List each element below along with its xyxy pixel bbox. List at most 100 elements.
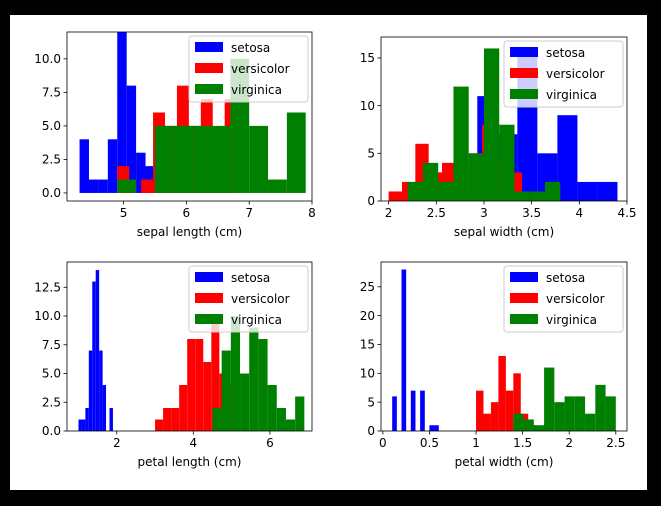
y-tick-label: 2.5 [42, 153, 61, 167]
x-tick-label: 3.5 [522, 206, 541, 220]
histogram-panel-1: 5 6 7 8 0.0 2.5 5.0 7.5 10.0 sepal length (cm) set… [34, 31, 316, 239]
histogram-bar [392, 396, 397, 431]
histogram-panel-3: 2 4 6 0.0 2.5 5.0 7.5 10.0 12.5 petal length (cm)… [34, 261, 313, 469]
legend-label: versicolor [546, 292, 605, 306]
histogram-bar [192, 125, 212, 193]
histogram-bar [499, 124, 515, 201]
histogram-bar [258, 339, 268, 431]
x-tick-label: 6 [183, 206, 191, 220]
histogram-bar [179, 385, 188, 431]
legend-label: versicolor [546, 67, 605, 81]
y-tick-label: 5 [367, 147, 375, 161]
histogram-bar [545, 181, 561, 201]
histogram-bar [554, 402, 565, 431]
x-tick-label: 1.5 [513, 436, 532, 450]
legend-swatch [510, 272, 538, 282]
histogram-bar [249, 327, 259, 431]
histogram-bar [429, 425, 435, 431]
y-tick-label: 5.0 [42, 119, 61, 133]
histogram-bar [102, 385, 107, 431]
bars-group [79, 32, 306, 193]
legend: setosa versicolor virginica [188, 35, 309, 103]
histogram-bar [529, 191, 545, 201]
axes-frame [380, 36, 628, 202]
histogram-bar [476, 390, 484, 431]
axes-frame [66, 31, 313, 202]
histogram-bar [211, 125, 231, 193]
legend-swatch [510, 314, 538, 324]
x-tick-label: 2 [385, 206, 393, 220]
y-tick-label: 7.5 [42, 86, 61, 100]
legend-swatch [195, 314, 223, 324]
legend-label: virginica [546, 313, 597, 327]
y-tick-label: 25 [360, 280, 375, 294]
histogram-bar [95, 270, 100, 431]
x-tick-label: 6 [266, 436, 274, 450]
histogram-bar [173, 125, 193, 193]
histogram-bar [513, 373, 521, 431]
legend-swatch [195, 272, 223, 282]
y-tick-label: 10.0 [34, 52, 61, 66]
legend-swatch [510, 47, 538, 57]
x-tick-label: 2 [565, 436, 573, 450]
legend-swatch [510, 293, 538, 303]
histogram-bar [155, 419, 164, 431]
histogram-bar [98, 179, 108, 193]
histogram-bar [107, 139, 118, 193]
histogram-bar [99, 350, 103, 431]
y-tick-label: 15 [360, 338, 375, 352]
histogram-bar [81, 419, 86, 431]
legend: setosa versicolor virginica [188, 265, 309, 333]
y-tick-label: 0 [367, 194, 375, 208]
histogram-bar [109, 408, 113, 431]
histogram-bar [574, 396, 586, 431]
histogram-bar [557, 115, 578, 201]
histogram-bar [88, 179, 99, 193]
histogram-bar [276, 408, 286, 431]
histogram-bar [295, 396, 305, 431]
histogram-bar [145, 166, 155, 193]
legend-label: setosa [546, 271, 585, 285]
histogram-panel-2: 2 2.5 3 3.5 4 4.5 0 5 10 15 sepal width (cm) setosa… [360, 36, 637, 239]
histogram-panel-4: 0 0.5 1 1.5 2 2.5 0 5 10 15 20 25 petal width (cm) se… [360, 261, 628, 469]
histogram-bar [268, 179, 287, 193]
histogram-bar [78, 419, 82, 431]
histogram-bar [230, 316, 241, 431]
bars-group [78, 270, 305, 431]
y-tick-label: 0.0 [42, 186, 61, 200]
histogram-bar [267, 385, 277, 431]
x-tick-label: 2 [113, 436, 121, 450]
legend-swatch [195, 42, 223, 52]
histogram-bar [203, 362, 212, 431]
y-tick-label: 2.5 [42, 395, 61, 409]
histogram-bar [88, 350, 93, 431]
histogram-bar [434, 425, 439, 431]
legend-label: setosa [231, 271, 270, 285]
histogram-bar [597, 181, 618, 201]
x-tick-label: 1 [472, 436, 480, 450]
histogram-bar [453, 86, 469, 201]
histogram-bar [513, 413, 524, 431]
y-tick-label: 7.5 [42, 338, 61, 352]
y-tick-label: 12.5 [34, 280, 61, 294]
axes-frame [66, 261, 313, 432]
legend: setosa versicolor virginica [503, 40, 624, 108]
histogram-bar [249, 125, 269, 193]
y-tick-label: 15 [360, 51, 375, 65]
legend-label: versicolor [231, 62, 290, 76]
x-tick-label: 4.5 [617, 206, 636, 220]
x-tick-label: 3 [480, 206, 488, 220]
x-tick-label: 2.5 [427, 206, 446, 220]
histogram-bar [163, 408, 172, 431]
histogram-bar [285, 419, 296, 431]
histogram-bar [212, 408, 222, 431]
legend-label: setosa [231, 41, 270, 55]
histogram-bar [136, 152, 146, 193]
histogram-bar [420, 390, 425, 431]
histogram-bar [240, 373, 250, 431]
y-tick-label: 0 [367, 424, 375, 438]
histogram-bar [585, 413, 596, 431]
histogram-bar [211, 316, 220, 431]
legend-label: virginica [231, 83, 282, 97]
